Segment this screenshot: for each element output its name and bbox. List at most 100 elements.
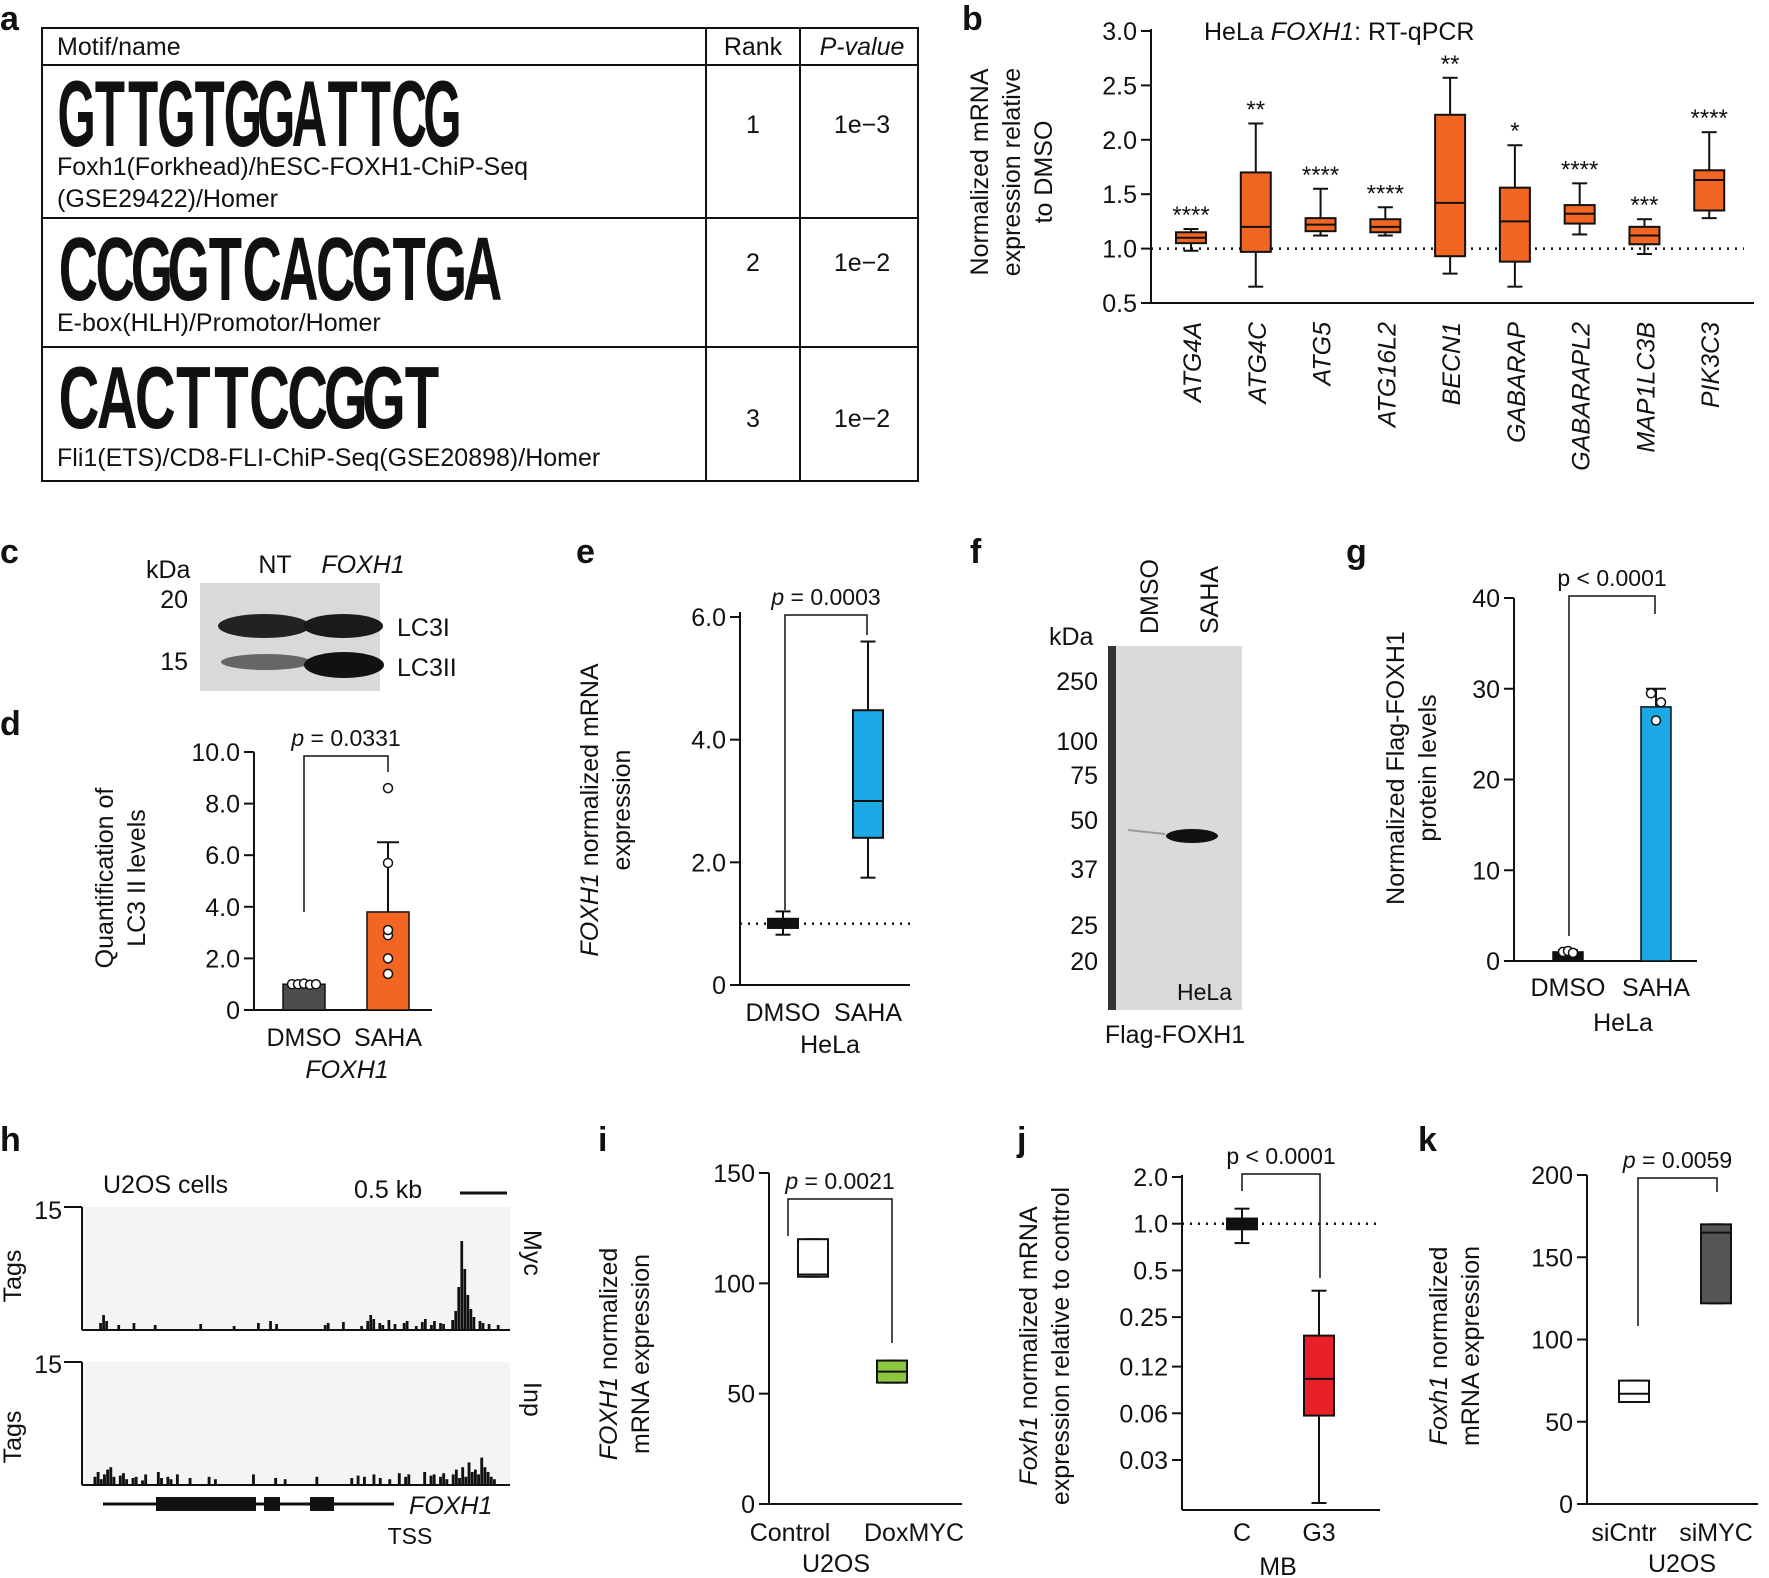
motif-letter: C (391, 61, 427, 166)
track-bar (257, 1323, 260, 1329)
motif-logo: G T T G T GGA T T CG (57, 61, 461, 166)
motif-pvalue: 1e−3 (834, 111, 890, 139)
track-bar (397, 1473, 401, 1484)
track-max-label: 15 (34, 1351, 62, 1379)
motif-letter: T (128, 61, 158, 166)
track-bar (112, 1476, 116, 1484)
band-label: LC3I (397, 614, 450, 642)
blot-band (1166, 829, 1218, 843)
track-bar (420, 1322, 424, 1329)
motif-letter: A (463, 219, 502, 319)
significance-stars: ** (1246, 96, 1265, 123)
motif-name: Fli1(ETS)/CD8-FLI-ChiP-Seq(GSE20898)/Hom… (57, 444, 600, 472)
y-tick-label: 100 (1531, 1327, 1573, 1355)
motif-letter: G (131, 219, 173, 319)
panel-a: a Motif/name Rank P-value G T T G T GGA T T CG C… (0, 0, 919, 482)
track-bar (362, 1476, 366, 1484)
motif-name: E-box(HLH)/Promotor/Homer (57, 309, 381, 337)
marker-label: 20 (160, 586, 188, 614)
lane-label: FOXH1 (321, 551, 404, 579)
x-axis-label: MB (1259, 1553, 1297, 1578)
track-bar (496, 1325, 500, 1329)
p-value-label: p = 0.0003 (770, 584, 880, 610)
motif-letter: G (157, 61, 195, 166)
track-bar (315, 1476, 319, 1484)
panel-b: b HeLa FOXH1: RT-qPCR Normalized mRNA ex… (962, 0, 1754, 471)
motif-letter: C (135, 348, 176, 447)
track-background (82, 1362, 510, 1484)
y-tick-label: 0.03 (1119, 1447, 1168, 1475)
significance-stars: **** (1691, 105, 1728, 132)
track-bar (423, 1319, 427, 1329)
blot-membrane (1108, 646, 1242, 1010)
track-bar (166, 1476, 170, 1484)
y-axis-label: Foxh1 normalized mRNA (1015, 1206, 1043, 1486)
p-value-label: p = 0.0021 (784, 1168, 894, 1194)
y-tick-label: 150 (713, 1160, 755, 1188)
lane-label: SAHA (1196, 566, 1224, 634)
significance-stars: **** (1367, 180, 1404, 207)
data-point (1655, 697, 1667, 708)
track-bar (470, 1472, 474, 1484)
motif-letter: T (209, 219, 242, 319)
y-axis-label: expression (608, 750, 636, 871)
y-axis-label: protein levels (1414, 694, 1442, 841)
y-tick-label: 2.0 (1133, 1164, 1168, 1192)
track-bar (102, 1315, 105, 1329)
track-bar (464, 1476, 468, 1484)
motif-letter: C (242, 219, 281, 319)
x-tick-label: SAHA (1622, 974, 1690, 1002)
panel-c-label: c (0, 533, 19, 571)
track-bar (486, 1472, 490, 1484)
motif-letter: G (425, 219, 467, 319)
data-point (382, 782, 394, 794)
y-tick-label: 0.25 (1119, 1304, 1168, 1332)
motif-name: Foxh1(Forkhead)/hESC-FOXH1-ChiP-Seq (57, 153, 528, 181)
y-axis-label: expression relative to control (1047, 1187, 1075, 1505)
data-point (382, 953, 394, 964)
panel-i: i FOXH1 normalized mRNA expression U2OS … (595, 1121, 964, 1578)
y-tick-label: 0.5 (1133, 1257, 1168, 1285)
col-header-pvalue: P-value (820, 33, 905, 61)
track-bar (356, 1475, 360, 1484)
x-tick-label: SAHA (354, 1024, 422, 1052)
track-bar (460, 1241, 464, 1329)
motif-rank: 1 (746, 111, 760, 139)
track-bar (466, 1295, 470, 1329)
p-value-symbol: p (1226, 1143, 1245, 1169)
x-axis-label: U2OS (802, 1550, 870, 1578)
track-bar (199, 1324, 203, 1329)
panel-d-label: d (0, 705, 21, 743)
y-tick-label: 0 (741, 1491, 755, 1519)
y-tick-label: 2.0 (205, 945, 240, 973)
band-label: LC3II (397, 654, 457, 682)
y-tick-label: 30 (1472, 676, 1500, 704)
track-bar (414, 1326, 418, 1329)
panel-c: c kDa NT FOXH1 20 15 LC3I LC3II (0, 533, 457, 691)
box (1369, 218, 1402, 234)
y-tick-label: 2.5 (1102, 72, 1137, 100)
p-value-text: < 0.0001 (1246, 1143, 1336, 1169)
y-tick-label: 10 (1472, 857, 1500, 885)
data-point (1645, 688, 1657, 699)
p-value-text: = 0.0003 (784, 584, 881, 610)
track-bar (388, 1479, 392, 1484)
track-bar (458, 1478, 461, 1484)
x-axis-label: HeLa (1593, 1009, 1653, 1037)
y-tick-label: 50 (1545, 1409, 1573, 1437)
motif-letter: G (423, 61, 461, 166)
marker-label: 100 (1056, 728, 1098, 756)
x-tick-label: DoxMYC (864, 1519, 964, 1547)
panel-g: g Normalized Flag-FOXH1 protein levels H… (1346, 533, 1697, 1037)
motif-rank: 3 (746, 405, 760, 433)
track-max-label: 15 (34, 1197, 62, 1225)
track-y-label: Tags (0, 1411, 27, 1464)
panel-a-label: a (0, 0, 20, 38)
x-tick-label: G3 (1302, 1519, 1335, 1547)
marker-label: 37 (1070, 856, 1098, 884)
y-tick-label: 200 (1531, 1162, 1573, 1190)
marker-label: 25 (1070, 912, 1098, 940)
